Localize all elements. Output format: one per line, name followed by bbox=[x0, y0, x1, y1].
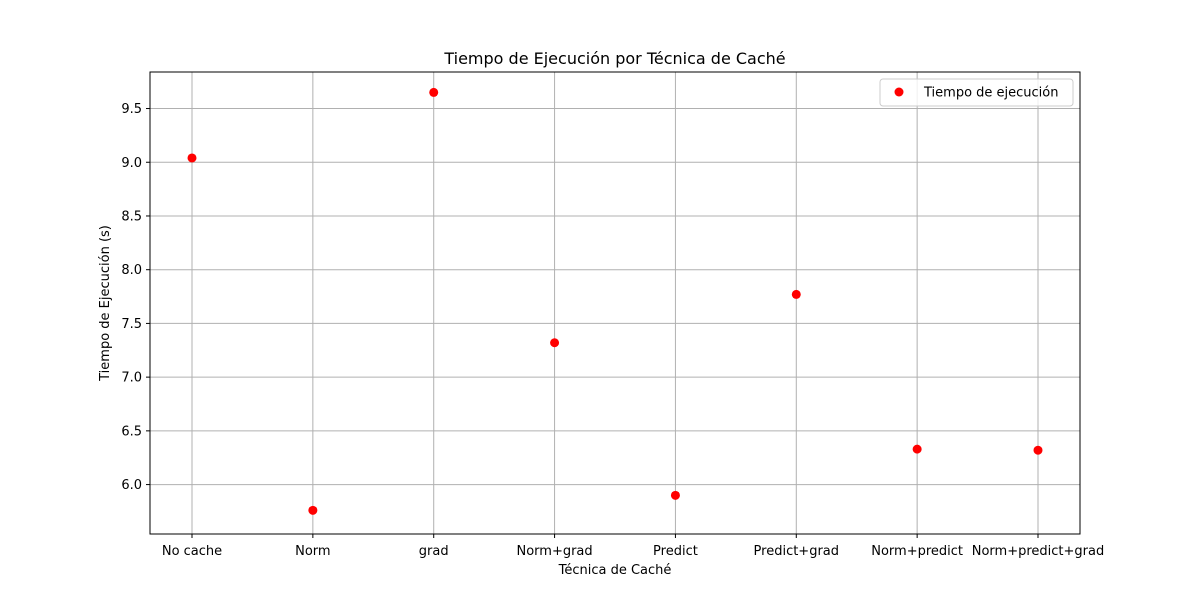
y-tick-label: 7.5 bbox=[121, 317, 142, 332]
data-point bbox=[1033, 445, 1043, 455]
legend-box bbox=[879, 78, 1074, 107]
x-tick-label: Norm+predict bbox=[871, 544, 963, 559]
data-point bbox=[912, 444, 922, 454]
y-tick-label: 9.5 bbox=[121, 102, 142, 117]
grid bbox=[150, 72, 1080, 534]
y-tick-label: 8.0 bbox=[121, 263, 142, 278]
data-point bbox=[429, 87, 439, 97]
data-point bbox=[550, 338, 560, 348]
x-tick-label: grad bbox=[419, 544, 449, 559]
x-axis-label: Técnica de Caché bbox=[558, 563, 672, 578]
legend: Tiempo de ejecución bbox=[879, 78, 1074, 107]
x-tick-label: Predict bbox=[653, 544, 698, 559]
x-tick-label: Predict+grad bbox=[754, 544, 839, 559]
y-tick-label: 8.5 bbox=[121, 209, 142, 224]
legend-marker bbox=[894, 87, 904, 97]
y-tick-label: 6.5 bbox=[121, 424, 142, 439]
plot-frame bbox=[149, 71, 1081, 535]
x-tick-label: Norm+predict+grad bbox=[972, 544, 1104, 559]
x-axis-ticks: No cache Norm grad Norm+grad Predict Predict+… bbox=[162, 534, 1104, 559]
x-tick-label: Norm+grad bbox=[516, 544, 592, 559]
data-point bbox=[791, 289, 801, 299]
data-points bbox=[187, 87, 1043, 515]
data-point bbox=[670, 490, 680, 500]
data-point bbox=[308, 505, 318, 515]
y-tick-label: 9.0 bbox=[121, 156, 142, 171]
x-tick-label: No cache bbox=[162, 544, 222, 559]
data-point bbox=[187, 153, 197, 163]
chart-title: Tiempo de Ejecución por Técnica de Caché bbox=[443, 49, 785, 68]
legend-label: Tiempo de ejecución bbox=[923, 86, 1058, 101]
plot-area bbox=[150, 72, 1080, 534]
y-tick-label: 7.0 bbox=[121, 371, 142, 386]
y-tick-label: 6.0 bbox=[121, 478, 142, 493]
y-axis-ticks: 6.0 6.5 7.0 7.5 8.0 8.5 9.0 9.5 bbox=[121, 102, 150, 493]
x-tick-label: Norm bbox=[295, 544, 330, 559]
y-axis-label: Tiempo de Ejecución (s) bbox=[98, 225, 113, 382]
